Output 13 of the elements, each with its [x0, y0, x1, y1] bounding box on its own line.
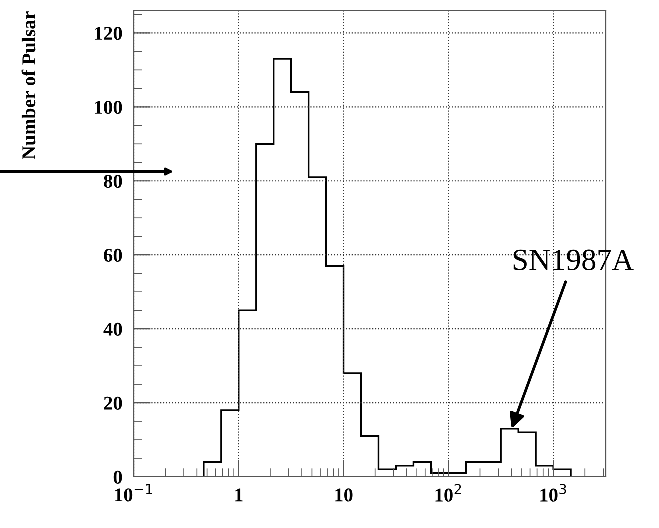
x-tick-label: 10$^{2}$	[436, 484, 462, 502]
x-tick-label: 10$^{−1}$	[115, 484, 152, 502]
y-tick-label: 20	[104, 396, 122, 410]
x-tick-label: 10$^{3}$	[540, 484, 566, 502]
x-tick-label: 1	[236, 488, 243, 502]
y-tick-label: 100	[95, 100, 122, 114]
y-tick-label: 40	[104, 322, 122, 336]
y-tick-label: 120	[95, 27, 122, 40]
y-axis-title: Number of Pulsar	[22, 12, 36, 160]
y-tick-label: 60	[104, 248, 122, 262]
x-tick-label: 10	[336, 488, 353, 502]
y-tick-label: 0	[114, 470, 122, 484]
y-tick-label: 80	[104, 174, 122, 188]
